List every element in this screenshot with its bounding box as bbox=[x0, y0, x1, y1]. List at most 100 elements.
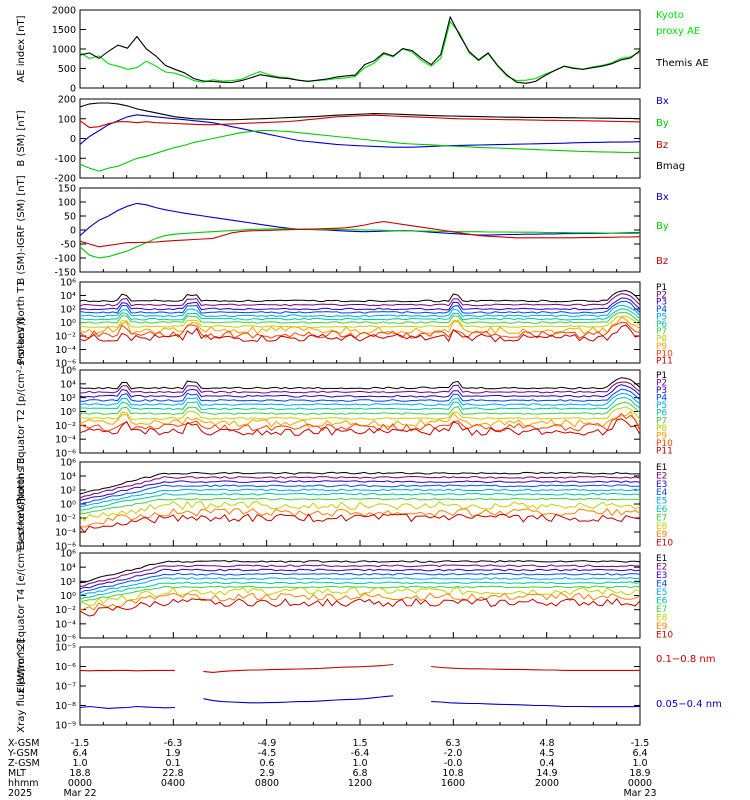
y-tick-label: 10⁶ bbox=[60, 458, 76, 469]
y-tick-label: 10⁴ bbox=[60, 472, 76, 483]
footer-value: 22.8 bbox=[162, 768, 183, 779]
footer-value: 6.4 bbox=[72, 748, 87, 759]
footer-row-label: hhmm bbox=[8, 778, 39, 789]
footer-value: 6.4 bbox=[632, 748, 647, 759]
channel-line-pe-p10 bbox=[79, 412, 641, 432]
channel-label: P7 bbox=[656, 327, 667, 337]
channel-label: P1 bbox=[656, 371, 667, 381]
series-group-ae bbox=[79, 15, 641, 84]
channel-label: E3 bbox=[656, 480, 667, 490]
y-axis-label-ae: AE index [nT] bbox=[16, 15, 27, 82]
y-tick-label: 10⁰ bbox=[60, 407, 76, 418]
channel-label: P7 bbox=[656, 416, 667, 426]
legend-label: By bbox=[656, 118, 669, 129]
channel-line-pn-p1 bbox=[79, 289, 641, 303]
channel-line-pe-p7 bbox=[79, 401, 641, 415]
y-tick-label: 10⁻⁴ bbox=[55, 435, 76, 446]
channel-label: P11 bbox=[656, 446, 673, 456]
y-tick-label: -200 bbox=[54, 174, 76, 185]
footer-value: 4.5 bbox=[539, 748, 554, 759]
channels-group-ee bbox=[79, 560, 641, 617]
channel-label: E1 bbox=[656, 554, 667, 564]
y-tick-label: 10⁴ bbox=[60, 379, 76, 390]
panel-frame-en bbox=[79, 461, 641, 547]
footer-value: Mar 22 bbox=[63, 788, 96, 799]
y-tick-label: 10⁴ bbox=[60, 291, 76, 302]
footer-value: 14.9 bbox=[536, 768, 557, 779]
y-tick-label: 500 bbox=[58, 64, 76, 75]
footer-value: 1200 bbox=[348, 778, 372, 789]
footer-value: 0400 bbox=[161, 778, 185, 789]
channel-line-pe-p11 bbox=[79, 418, 641, 437]
footer-value: 1.0 bbox=[72, 758, 87, 769]
legend-label: proxy AE bbox=[656, 26, 700, 37]
channel-label: E9 bbox=[656, 530, 668, 540]
channel-line-pe-p8 bbox=[79, 406, 641, 420]
channel-label: E10 bbox=[656, 631, 673, 641]
y-tick-label: 10⁻⁴ bbox=[55, 528, 76, 539]
channel-line-ee-e6 bbox=[79, 581, 641, 600]
legend-label: Kyoto bbox=[656, 10, 684, 21]
channel-line-pe-p6 bbox=[79, 397, 641, 411]
legend-label: Bz bbox=[656, 256, 668, 267]
y-tick-label: 1500 bbox=[52, 25, 76, 36]
footer-value: 1.9 bbox=[165, 748, 180, 759]
footer-value: 18.9 bbox=[629, 768, 650, 779]
footer-value: -4.5 bbox=[258, 748, 277, 759]
y-tick-label: 10² bbox=[60, 393, 76, 404]
footer-value: -6.4 bbox=[351, 748, 370, 759]
channel-label: E10 bbox=[656, 539, 673, 549]
channel-line-pn-p9 bbox=[79, 316, 641, 335]
channels-group-en bbox=[79, 471, 641, 534]
footer-value: 18.8 bbox=[69, 768, 90, 779]
footer-value: 0.4 bbox=[539, 758, 554, 769]
legend-label: Bx bbox=[656, 192, 669, 203]
footer-value: 0000 bbox=[68, 778, 92, 789]
footer-value: 2.9 bbox=[259, 768, 274, 779]
y-tick-label: 10⁻² bbox=[55, 332, 76, 343]
footer-value: 2000 bbox=[535, 778, 559, 789]
series-group-bdiff bbox=[79, 202, 641, 259]
y-tick-label: 200 bbox=[58, 95, 76, 106]
footer-value: -0.0 bbox=[444, 758, 463, 769]
y-tick-label: 10⁻⁶ bbox=[55, 542, 76, 553]
channel-label: P5 bbox=[656, 312, 667, 322]
channel-label: P9 bbox=[656, 342, 667, 352]
channel-line-ee-e1 bbox=[79, 560, 641, 583]
footer-row-label: Z-GSM bbox=[8, 758, 40, 769]
y-tick-label: 10⁻⁹ bbox=[55, 721, 76, 732]
y-tick-label: 1000 bbox=[52, 45, 76, 56]
channel-label: E9 bbox=[656, 622, 668, 632]
y-tick-label: 10⁻⁸ bbox=[55, 701, 76, 712]
channel-label: E5 bbox=[656, 497, 667, 507]
y-tick-label: 10⁻² bbox=[55, 605, 76, 616]
channel-label: E8 bbox=[656, 522, 668, 532]
legend-label: 0.1−0.8 nm bbox=[656, 654, 715, 665]
series-line-bsm-bmag bbox=[79, 102, 641, 121]
channel-label: E2 bbox=[656, 563, 667, 573]
y-tick-label: 10⁻⁶ bbox=[55, 662, 76, 673]
channel-label: P10 bbox=[656, 439, 673, 449]
y-tick-label: 100 bbox=[58, 198, 76, 209]
y-axis-label-xray: Xray flux [W/m^2] bbox=[16, 639, 27, 733]
footer-value: 1600 bbox=[441, 778, 465, 789]
series-line-xray-0-1-0-8-nm bbox=[79, 663, 640, 673]
channel-line-en-e8 bbox=[79, 500, 641, 522]
legend-label: 0.05−0.4 nm bbox=[656, 699, 722, 710]
footer-value: -2.0 bbox=[444, 748, 463, 759]
channel-label: P4 bbox=[656, 305, 667, 315]
channel-line-en-e2 bbox=[79, 475, 641, 499]
footer-value: -4.9 bbox=[258, 738, 277, 749]
series-line-ae-themis-ae bbox=[79, 15, 641, 84]
channel-label: P1 bbox=[656, 283, 667, 293]
channel-line-en-e5 bbox=[79, 488, 641, 508]
y-tick-label: 10⁻⁴ bbox=[55, 345, 76, 356]
legend-label: By bbox=[656, 221, 669, 232]
footer-value: 0.1 bbox=[165, 758, 180, 769]
channels-group-pn bbox=[79, 289, 641, 343]
y-tick-label: 10² bbox=[60, 305, 76, 316]
y-tick-label: 10⁶ bbox=[60, 278, 76, 289]
channel-label: E6 bbox=[656, 597, 668, 607]
channel-line-en-e6 bbox=[79, 492, 641, 512]
